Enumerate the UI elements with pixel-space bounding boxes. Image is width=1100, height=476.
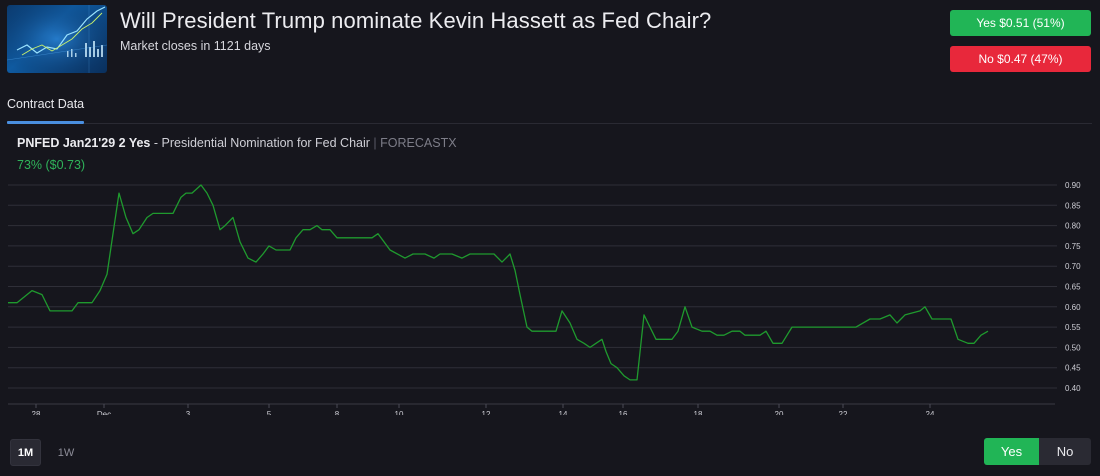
x-tick-label: 20 [775, 410, 784, 415]
current-price: 73% ($0.73) [17, 158, 86, 172]
y-tick-label: 0.65 [1065, 283, 1081, 292]
y-tick-label: 0.75 [1065, 242, 1081, 251]
tab-divider [84, 123, 1092, 124]
chart-image-icon [7, 5, 107, 73]
x-tick-label: 18 [694, 410, 703, 415]
contract-code: PNFED Jan21'29 2 Yes [17, 136, 151, 150]
x-tick-label: 28 [32, 410, 41, 415]
tab-contract-data[interactable]: Contract Data [7, 97, 85, 111]
y-tick-label: 0.80 [1065, 222, 1081, 231]
contract-heading: PNFED Jan21'29 2 Yes - Presidential Nomi… [17, 136, 457, 150]
active-tab-indicator [7, 121, 84, 124]
x-axis: 28 Dec 3 5 8 10 12 14 16 18 20 22 24 [32, 404, 935, 415]
chart-grid [8, 184, 1057, 405]
buy-no-button[interactable]: No $0.47 (47%) [950, 46, 1091, 72]
x-tick-label: 3 [186, 410, 191, 415]
toggle-no[interactable]: No [1056, 444, 1074, 459]
x-tick-label: 10 [395, 410, 404, 415]
x-tick-label: 22 [839, 410, 848, 415]
y-tick-label: 0.55 [1065, 323, 1081, 332]
y-tick-label: 0.90 [1065, 181, 1081, 190]
contract-source: FORECASTX [380, 136, 457, 150]
x-tick-label: 5 [267, 410, 272, 415]
separator: | [369, 136, 381, 150]
price-line [8, 184, 989, 381]
x-tick-label: 24 [926, 410, 935, 415]
market-title: Will President Trump nominate Kevin Hass… [120, 8, 712, 33]
y-axis: 0.90 0.85 0.80 0.75 0.70 0.65 0.60 0.55 0.50 0.45… [1065, 181, 1081, 393]
toggle-yes[interactable]: Yes [984, 438, 1039, 465]
x-tick-label: 12 [482, 410, 491, 415]
range-1w-button[interactable]: 1W [57, 446, 75, 459]
y-tick-label: 0.50 [1065, 343, 1081, 352]
y-tick-label: 0.45 [1065, 364, 1081, 373]
y-tick-label: 0.85 [1065, 201, 1081, 210]
x-tick-label: Dec [97, 410, 111, 415]
x-tick-label: 16 [619, 410, 628, 415]
price-chart[interactable]: 0.90 0.85 0.80 0.75 0.70 0.65 0.60 0.55 0.50 0.45… [0, 170, 1100, 415]
range-1m-button[interactable]: 1M [10, 439, 41, 466]
buy-yes-button[interactable]: Yes $0.51 (51%) [950, 10, 1091, 36]
x-tick-label: 8 [335, 410, 340, 415]
market-close-countdown: Market closes in 1121 days [120, 39, 271, 53]
y-tick-label: 0.70 [1065, 262, 1081, 271]
side-toggle: Yes No [984, 438, 1091, 465]
y-tick-label: 0.40 [1065, 384, 1081, 393]
x-tick-label: 14 [559, 410, 568, 415]
y-tick-label: 0.60 [1065, 303, 1081, 312]
market-thumbnail [7, 5, 107, 73]
contract-description: - Presidential Nomination for Fed Chair [150, 136, 370, 150]
